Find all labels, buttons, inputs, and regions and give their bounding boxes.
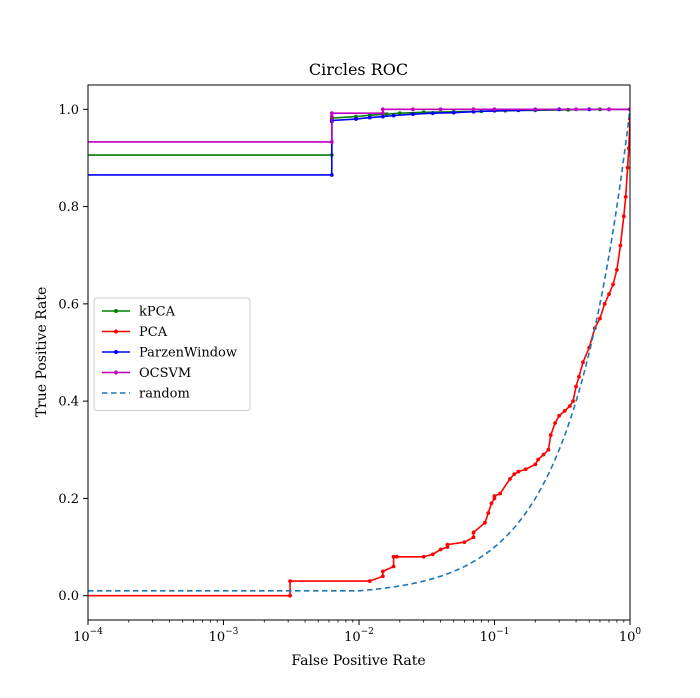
y-tick-label: 1.0: [58, 103, 79, 118]
chart-title: Circles ROC: [309, 60, 408, 79]
data-point-ocsvm: [411, 107, 415, 112]
x-tick-label: 10−4: [73, 627, 103, 645]
data-point-pca: [288, 593, 292, 598]
series-line-ocsvm: [88, 108, 630, 143]
data-point-parzenwindow: [329, 173, 334, 177]
data-point-pca: [498, 491, 503, 496]
legend-box: [93, 297, 251, 411]
legend-label-parzenwindow: ParzenWindow: [139, 346, 237, 361]
legend-label-ocsvm: OCSVM: [139, 366, 191, 381]
data-point-pca: [574, 384, 578, 389]
y-tick-label: 0.6: [58, 297, 79, 312]
data-point-pca: [541, 452, 546, 457]
data-point-pca: [391, 564, 396, 569]
y-tick-label: 0.8: [58, 200, 79, 215]
data-point-parzenwindow: [411, 112, 415, 117]
data-point-pca: [421, 554, 426, 559]
series-line-kpca: [88, 108, 630, 156]
data-point-parzenwindow: [391, 113, 396, 118]
y-tick-label: 0.0: [58, 589, 79, 604]
x-axis-label: False Positive Rate: [291, 653, 425, 669]
data-point-pca: [391, 554, 396, 559]
y-axis-label: True Positive Rate: [34, 287, 50, 418]
data-point-kpca: [384, 112, 389, 117]
x-tick-label: 10−2: [344, 627, 374, 645]
y-tick-label: 0.4: [58, 395, 79, 410]
plot-area: 10−4 10−3 10−2 10−1 100 0.0 0.2 0.4 0.6 0.8 1.0: [58, 84, 642, 645]
data-point-pca: [546, 447, 551, 452]
legend-marker-kpca: [114, 309, 118, 313]
data-point-pca: [557, 413, 562, 418]
data-point-pca: [367, 579, 372, 583]
legend-label-pca: PCA: [139, 325, 168, 340]
data-point-pca: [607, 292, 611, 297]
legend-marker-ocsvm: [114, 370, 118, 375]
data-point-pca: [523, 467, 528, 472]
data-point-pca: [512, 472, 517, 476]
data-point-parzenwindow: [430, 111, 435, 116]
data-point-ocsvm: [533, 107, 538, 112]
data-point-ocsvm: [329, 140, 334, 144]
legend-marker-pca: [114, 329, 118, 334]
data-point-pca: [548, 433, 553, 438]
data-point-pca: [625, 165, 630, 170]
data-point-pca: [567, 404, 572, 408]
legend-label-random: random: [139, 387, 190, 402]
data-point-pca: [611, 282, 615, 287]
data-point-pca: [508, 477, 512, 481]
data-point-parzenwindow: [354, 117, 358, 121]
data-point-ocsvm: [329, 114, 334, 119]
y-tick-label: 0.2: [58, 492, 79, 507]
data-point-ocsvm: [492, 107, 497, 112]
data-point-pca: [598, 316, 602, 321]
data-point-pca: [577, 374, 581, 379]
data-point-pca: [483, 520, 487, 525]
data-point-pca: [614, 267, 619, 272]
data-point-ocsvm: [380, 111, 385, 116]
data-point-pca: [621, 214, 626, 219]
data-point-ocsvm: [380, 107, 385, 112]
data-point-pca: [380, 574, 385, 579]
data-point-pca: [602, 301, 607, 306]
data-point-pca: [430, 552, 435, 557]
data-point-ocsvm: [607, 107, 611, 112]
data-point-pca: [533, 462, 538, 467]
data-point-pca: [380, 569, 385, 574]
data-point-pca: [394, 554, 399, 559]
data-point-pca: [489, 501, 494, 506]
data-point-pca: [288, 579, 292, 583]
data-point-pca: [462, 540, 467, 545]
data-point-pca: [626, 146, 630, 151]
data-point-pca: [623, 194, 628, 199]
data-point-ocsvm: [438, 107, 443, 112]
data-point-pca: [492, 494, 497, 498]
data-point-pca: [471, 530, 476, 535]
data-point-pca: [516, 469, 521, 474]
data-point-kpca: [397, 111, 402, 116]
data-point-pca: [571, 399, 575, 404]
data-point-pca: [438, 547, 443, 552]
x-tick-label: 100: [619, 627, 642, 645]
data-point-ocsvm: [471, 107, 476, 112]
data-point-parzenwindow: [367, 115, 372, 120]
legend-label-kpca: kPCA: [139, 305, 176, 320]
data-point-pca: [562, 408, 567, 413]
data-point-pca: [486, 511, 491, 515]
series-line-random: [88, 109, 630, 592]
legend-marker-parzenwindow: [114, 350, 118, 354]
data-point-pca: [581, 360, 585, 365]
data-point-parzenwindow: [380, 114, 385, 119]
data-point-pca: [618, 243, 623, 248]
data-point-pca: [536, 457, 541, 462]
data-point-pca: [471, 535, 476, 540]
legend: kPCA PCA ParzenWindow OCSVM random: [93, 297, 251, 411]
data-point-ocsvm: [574, 107, 578, 112]
data-point-ocsvm: [329, 111, 334, 116]
x-tick-label: 10−3: [209, 627, 239, 645]
x-tick-label: 10−1: [480, 627, 510, 645]
data-point-parzenwindow: [451, 110, 456, 115]
data-point-pca: [553, 421, 557, 425]
data-point-pca: [445, 542, 450, 547]
